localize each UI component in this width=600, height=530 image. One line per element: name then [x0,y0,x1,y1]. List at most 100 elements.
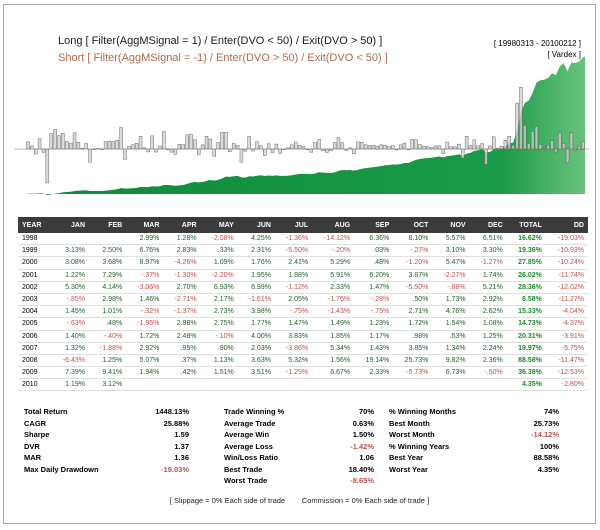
stats-col-3: % Winning Months 74% Best Month 25.73% Worst… [389,406,559,475]
stat-row: Trade Winning % 70% [224,406,374,418]
table-cell: 1.01% [89,305,127,319]
table-cell: 5.21% [469,281,507,294]
table-cell: 5.47% [432,256,470,270]
table-cell: 3.12% [89,378,127,392]
table-cell: 1.34% [432,342,470,355]
table-cell: .98% [393,330,433,343]
table-cell: -2.08% [200,233,238,246]
monthly-return-bar [499,146,504,150]
table-cell [393,378,433,392]
table-cell: 2.73% [200,305,238,319]
stat-value: 4.35% [537,464,559,474]
table-cell: 5.91% [312,269,355,282]
table-cell [51,233,90,246]
monthly-return-bar [80,147,84,150]
table-cell: 2.62% [469,305,507,319]
stat-row: Total Return 1448.13% [24,406,189,418]
stat-value: 18.40% [348,464,374,474]
stat-label: Best Trade [224,464,263,474]
table-cell: -3.86% [274,342,313,355]
monthly-return-bar [41,148,46,153]
monthly-return-bar [511,145,515,150]
stat-label: Total Return [24,407,68,416]
stat-value: -14.12% [531,430,559,439]
table-cell: -1.76% [312,293,355,307]
monthly-return-bar [503,140,508,150]
long-rule-title: Long [ Filter(AggMSignal = 1) / Enter(DV… [58,35,383,47]
table-cell: 36.38% [506,366,546,380]
table-cell: -1.30% [163,269,201,282]
table-cell: 6.20% [354,269,394,282]
monthly-return-bar [356,141,360,150]
monthly-return-bar [173,148,178,155]
monthly-bars-layer [26,87,585,184]
table-cell: .42% [163,366,201,380]
monthly-return-bar [235,145,240,150]
col-header-oct: OCT [393,217,433,233]
table-cell: -1.88% [89,342,127,355]
stat-label: Max Daily Drawdown [24,464,99,474]
table-cell: .03% [354,244,394,258]
monthly-return-bar [437,145,442,150]
monthly-return-bar [313,142,317,150]
monthly-return-bar [115,139,119,150]
monthly-return-bar [255,141,259,150]
monthly-return-bar [119,127,123,150]
monthly-return-bar [422,145,426,150]
monthly-return-bar [317,139,321,150]
equity-area [26,57,585,195]
monthly-return-bar [134,142,139,150]
table-cell: 2.17% [200,293,238,307]
monthly-return-bar [561,143,566,150]
monthly-return-bar [34,148,38,155]
col-header-dec: DEC [469,217,507,233]
stat-label: Trade Winning % [224,407,285,416]
table-cell: -.50% [469,366,507,380]
table-cell: 2.05% [274,293,313,307]
table-cell [126,378,164,392]
monthly-return-bar [433,145,438,150]
col-header-feb: FEB [89,217,127,233]
monthly-return-bar [286,147,290,150]
monthly-return-bar [391,145,395,150]
monthly-return-bar [429,147,434,150]
table-cell: 6.67% [312,366,355,380]
monthly-return-bar [150,135,154,150]
table-cell [237,378,275,392]
table-cell: 1.47% [354,281,394,294]
stat-value: -8.65% [350,476,374,485]
footer-note: [ Slippage = 0% Each side of trade Commi… [4,496,595,505]
monthly-return-bar [65,141,69,150]
table-cell: 1.56% [312,354,355,368]
table-cell [354,378,394,392]
monthly-return-bar [88,148,92,163]
table-cell: 3.85% [393,342,433,355]
table-cell: -2.80% [545,378,588,392]
table-cell: 5.29% [312,256,355,270]
year-cell: 2006 [18,330,52,343]
table-cell: 3.87% [393,269,433,282]
monthly-return-bar [92,148,96,150]
monthly-return-bar [581,141,585,150]
slippage-note: [ Slippage = 0% Each side of trade [169,496,286,505]
table-cell: .50% [393,293,433,307]
table-row: 2007 1.32% -1.88% 2.92% .95% .90% 2.03% -3.86% 5… [18,342,588,355]
monthly-return-bar [546,145,550,150]
stat-row: Average Loss -1.42% [224,441,374,453]
monthly-return-bar [220,132,224,150]
table-cell: -1.43% [312,305,355,319]
monthly-return-bar [247,136,251,150]
table-cell: 1.43% [354,342,394,355]
monthly-return-bar [259,145,263,150]
table-row: 2008 -6.43% 1.25% 5.07% .37% 1.13% 3.63% 5.32% 1… [18,354,588,368]
monthly-return-bar [72,132,77,150]
table-cell: -.27% [393,244,433,258]
monthly-return-bar [263,148,267,156]
table-cell: 6.93% [200,281,238,294]
table-cell: -4.04% [545,305,588,319]
stat-row: MAR 1.36 [24,452,189,464]
table-cell: 5.34% [312,342,355,355]
table-cell: 19.97% [506,342,546,355]
monthly-return-bar [554,148,558,153]
stats-col-2: Trade Winning % 70% Average Trade 0.63% Aver… [224,406,374,487]
